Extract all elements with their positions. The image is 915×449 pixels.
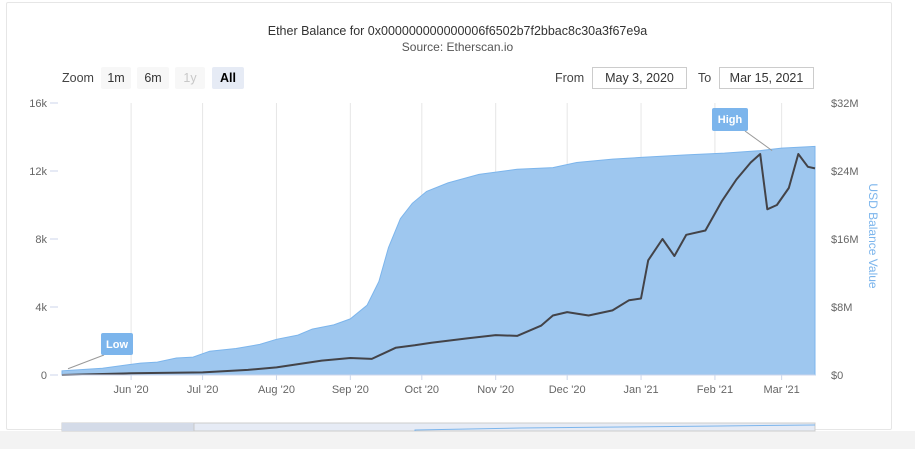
x-tick-label-1: Jul '20 xyxy=(187,384,218,396)
y-right-axis-title: USD Balance Value xyxy=(866,183,880,288)
y-right-tick-label-0: $0 xyxy=(831,370,843,382)
high-flag-connector xyxy=(744,130,773,152)
chart-title: Ether Balance for 0x000000000000006f6502… xyxy=(267,24,648,38)
zoom-1y-button[interactable]: 1y xyxy=(175,67,205,89)
x-tick-label-0: Jun '20 xyxy=(114,384,149,396)
x-tick-label-2: Aug '20 xyxy=(258,384,295,396)
y-right-tick-label-4: $32M xyxy=(831,98,859,110)
x-tick-label-9: Mar '21 xyxy=(763,384,799,396)
from-label: From xyxy=(555,71,585,85)
low-flag-connector xyxy=(67,354,105,370)
high-flag-label: High xyxy=(718,114,743,126)
navigator-shade xyxy=(62,423,194,431)
x-tick-label-4: Oct '20 xyxy=(405,384,440,396)
x-tick-label-3: Sep '20 xyxy=(332,384,369,396)
x-tick-label-7: Jan '21 xyxy=(623,384,658,396)
usd-value-line-series xyxy=(61,153,816,376)
low-flag-label: Low xyxy=(106,339,128,351)
from-date-input[interactable]: May 3, 2020 xyxy=(592,67,687,89)
zoom-6m-button[interactable]: 6m xyxy=(137,67,169,89)
high-flag xyxy=(712,108,748,131)
chart-subtitle: Source: Etherscan.io xyxy=(401,40,514,54)
x-tick-label-5: Nov '20 xyxy=(477,384,514,396)
y-left-tick-label-4: 16k xyxy=(29,98,47,110)
y-right-tick-label-2: $16M xyxy=(831,234,859,246)
zoom-all-button[interactable]: All xyxy=(212,67,244,89)
navigator-series xyxy=(414,424,816,431)
to-label: To xyxy=(698,71,712,85)
low-flag xyxy=(101,333,133,355)
zoom-1m-button[interactable]: 1m xyxy=(101,67,131,89)
y-left-tick-label-1: 4k xyxy=(35,302,47,314)
x-tick-label-6: Dec '20 xyxy=(549,384,586,396)
x-tick-label-8: Feb '21 xyxy=(697,384,733,396)
zoom-label: Zoom xyxy=(62,71,94,85)
y-right-tick-label-3: $24M xyxy=(831,166,859,178)
y-left-tick-label-2: 8k xyxy=(35,234,47,246)
balance-area-series xyxy=(61,145,816,376)
y-left-tick-label-0: 0 xyxy=(41,370,47,382)
y-right-tick-label-1: $8M xyxy=(831,302,852,314)
navigator-background xyxy=(0,431,915,449)
to-date-input[interactable]: Mar 15, 2021 xyxy=(719,67,814,89)
y-left-tick-label-3: 12k xyxy=(29,166,47,178)
